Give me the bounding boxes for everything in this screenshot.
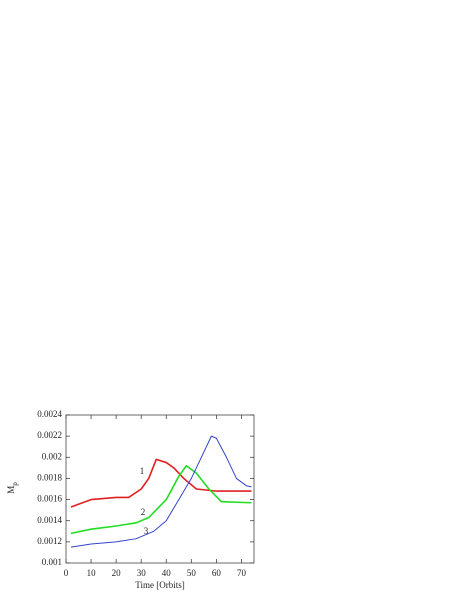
series-label: 3 [144,526,149,536]
y-axis-label-main: M [6,486,16,494]
x-tick-label: 10 [87,568,97,578]
y-tick-label: 0.0012 [37,536,62,546]
x-tick-label: 50 [187,568,197,578]
x-tick-label: 0 [64,568,69,578]
x-tick-label: 20 [112,568,122,578]
y-tick-label: 0.001 [42,557,62,567]
y-tick-label: 0.0024 [37,409,62,419]
x-tick-label: 30 [137,568,147,578]
y-axis-label-sub: p [11,482,19,486]
y-tick-label: 0.0018 [37,472,62,482]
y-tick-label: 0.002 [42,451,62,461]
x-tick-label: 70 [237,568,247,578]
y-tick-label: 0.0016 [37,494,62,504]
x-tick-label: 60 [212,568,222,578]
series-line [70,458,252,508]
y-axis-label: Mp [6,482,19,494]
series-line [70,464,252,535]
y-tick-label: 0.0014 [37,515,62,525]
series-line [70,435,252,548]
series-label: 2 [141,507,146,517]
series-label: 1 [140,466,145,476]
x-axis-label: Time [Orbits] [135,580,184,590]
plot-frame [65,414,255,564]
x-tick-label: 40 [162,568,172,578]
y-tick-label: 0.0022 [37,430,62,440]
